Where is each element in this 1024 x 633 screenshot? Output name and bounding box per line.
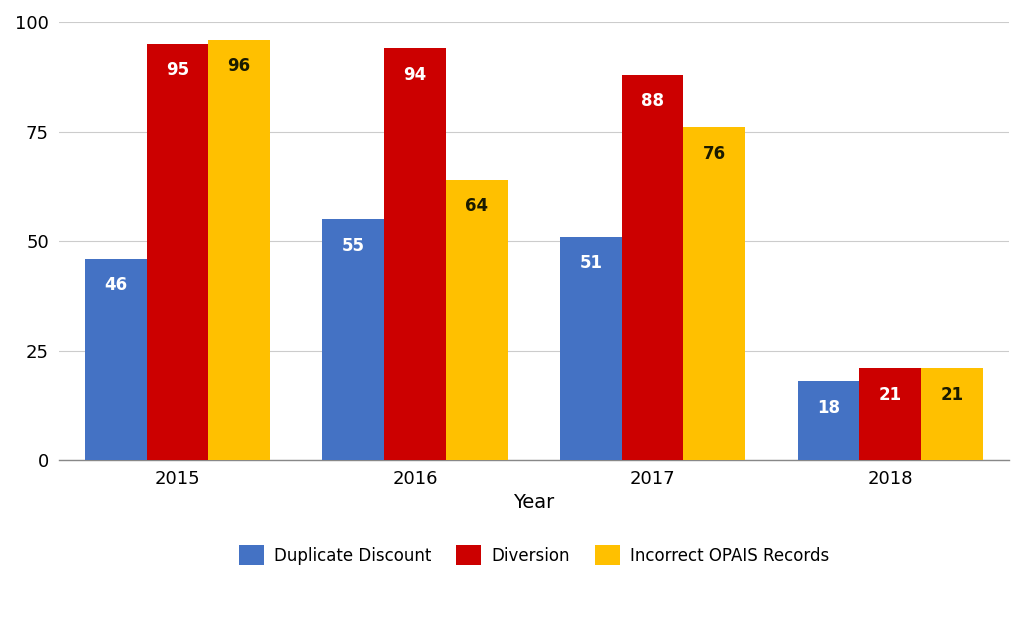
Text: 96: 96 [227,57,251,75]
Text: 18: 18 [817,399,840,417]
Bar [384,48,445,460]
Text: 21: 21 [879,385,902,404]
Text: 88: 88 [641,92,665,110]
Bar [146,44,208,460]
Bar [560,237,622,460]
Text: 55: 55 [342,237,365,254]
Bar [683,127,745,460]
Text: 51: 51 [580,254,602,272]
Bar [208,39,270,460]
Text: 21: 21 [940,385,964,404]
Bar [445,180,508,460]
Bar [921,368,983,460]
Text: 64: 64 [465,197,488,215]
Text: 76: 76 [702,145,726,163]
Bar [622,75,683,460]
Text: 94: 94 [403,66,427,84]
X-axis label: Year: Year [513,493,554,512]
Bar [859,368,921,460]
Bar [323,219,384,460]
Bar [85,258,146,460]
Text: 95: 95 [166,61,189,79]
Bar [798,381,859,460]
Legend: Duplicate Discount, Diversion, Incorrect OPAIS Records: Duplicate Discount, Diversion, Incorrect… [232,539,836,572]
Text: 46: 46 [104,276,127,294]
